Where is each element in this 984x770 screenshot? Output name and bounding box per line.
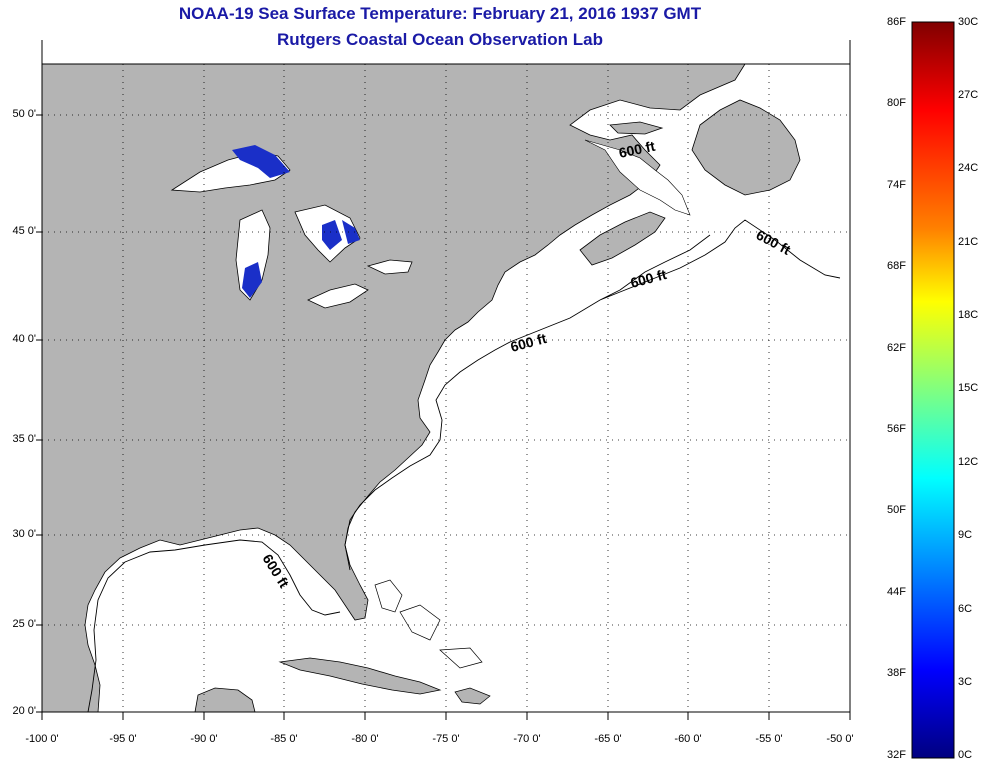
lat-label-40: 40 0'	[12, 333, 36, 345]
land-hispaniola	[454, 687, 491, 705]
lon-label-65: -65 0'	[594, 733, 622, 745]
map-title: NOAA-19 Sea Surface Temperature: Februar…	[178, 4, 702, 23]
colorbar-c-24: 24C	[958, 162, 979, 174]
lon-label-70: -70 0'	[513, 733, 541, 745]
colorbar-c-21: 21C	[958, 236, 979, 248]
colorbar-f-86: 86F	[887, 16, 906, 28]
colorbar-f-50: 50F	[887, 504, 906, 516]
colorbar-f-56: 56F	[887, 423, 906, 435]
land-cuba	[278, 657, 442, 695]
contour-label-newfoundland-shelf: 600 ft	[617, 138, 656, 161]
lon-label-85: -85 0'	[270, 733, 298, 745]
colorbar-f-74: 74F	[887, 179, 906, 191]
lon-label-75: -75 0'	[432, 733, 460, 745]
colorbar-c-6: 6C	[958, 603, 973, 615]
colorbar-c-3: 3C	[958, 676, 973, 688]
lon-label-95: -95 0'	[109, 733, 137, 745]
colorbar-f-80: 80F	[887, 97, 906, 109]
lat-label-20: 20 0'	[12, 705, 36, 717]
map-grid	[42, 64, 850, 712]
land-nova-scotia	[579, 211, 666, 266]
lon-label-80: -80 0'	[351, 733, 379, 745]
colorbar-c-18: 18C	[958, 309, 979, 321]
lake-michigan-sst	[242, 262, 262, 298]
lon-label-90: -90 0'	[190, 733, 218, 745]
map-subtitle: Rutgers Coastal Ocean Observation Lab	[277, 30, 603, 49]
lake-ontario	[366, 259, 413, 275]
colorbar-f-32: 32F	[887, 749, 906, 761]
land-anticosti	[609, 121, 664, 135]
colorbar-c-12: 12C	[958, 456, 979, 468]
colorbar-f-62: 62F	[887, 342, 906, 354]
colorbar-c-15: 15C	[958, 382, 979, 394]
land-newfoundland	[691, 99, 801, 196]
lake-superior-sst	[232, 145, 290, 178]
lat-label-35: 35 0'	[12, 433, 36, 445]
colorbar-f-44: 44F	[887, 586, 906, 598]
colorbar-f-68: 68F	[887, 260, 906, 272]
lon-label-50: -50 0'	[826, 733, 854, 745]
land-north-america	[41, 63, 746, 713]
map-ticks	[36, 40, 851, 720]
land-bahamas	[374, 579, 483, 669]
lake-erie	[307, 283, 369, 309]
lon-label-55: -55 0'	[755, 733, 783, 745]
colorbar-c-0: 0C	[958, 749, 973, 761]
colorbar-c-9: 9C	[958, 529, 973, 541]
gulf-st-lawrence	[584, 139, 691, 216]
contour-600ft	[87, 219, 841, 713]
lon-label-100: -100 0'	[25, 733, 59, 745]
colorbar-c-30: 30C	[958, 16, 979, 28]
colorbar	[911, 21, 955, 759]
lon-label-60: -60 0'	[674, 733, 702, 745]
lat-label-45: 45 0'	[12, 225, 36, 237]
lat-label-30: 30 0'	[12, 528, 36, 540]
colorbar-c-27: 27C	[958, 89, 979, 101]
lake-huron-sst	[322, 220, 360, 250]
lat-label-50: 50 0'	[12, 108, 36, 120]
lat-label-25: 25 0'	[12, 618, 36, 630]
colorbar-f-38: 38F	[887, 667, 906, 679]
